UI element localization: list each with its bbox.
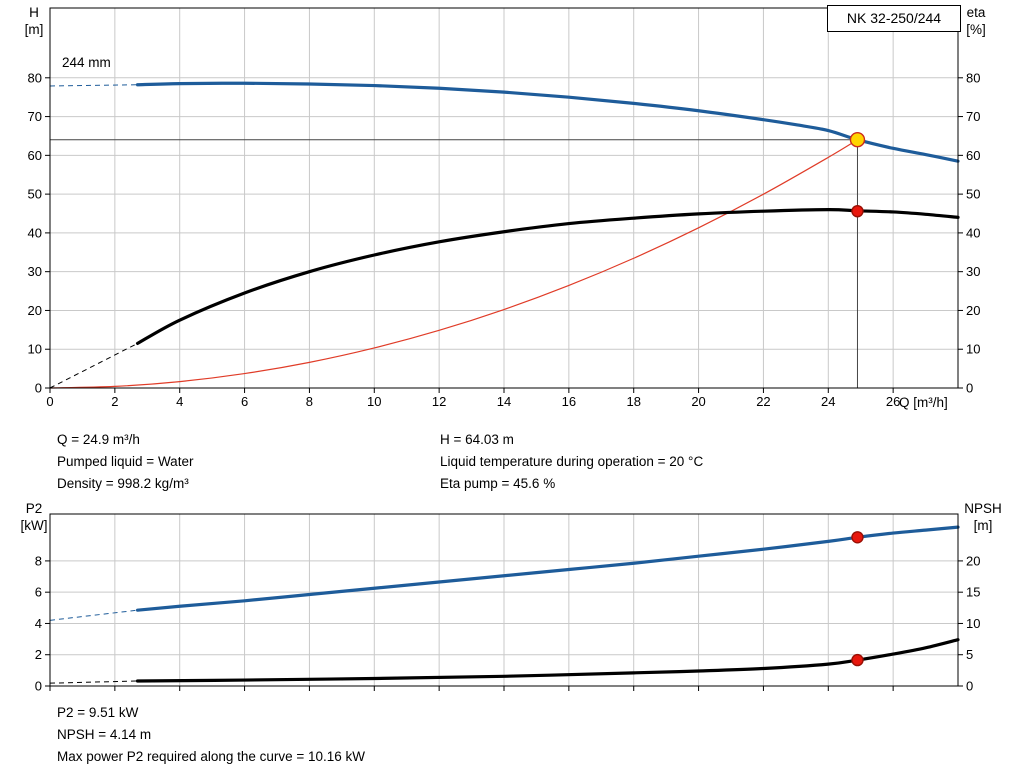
info-p2-max: Max power P2 required along the curve = …: [57, 749, 366, 764]
tick-label: 0: [46, 394, 53, 409]
tick-label: 22: [756, 394, 770, 409]
tick-label: 0: [35, 381, 42, 396]
info-npsh: NPSH = 4.14 m: [57, 727, 152, 742]
tick-label: 2: [35, 647, 42, 662]
tick-label: 8: [35, 553, 42, 568]
impeller-diameter-label: 244 mm: [62, 55, 111, 70]
p2-curve: [135, 525, 960, 612]
tick-label: 0: [35, 679, 42, 694]
tick-label: 70: [966, 109, 980, 124]
tick-label: 20: [691, 394, 705, 409]
p2-axis-title: P2 [kW]: [12, 500, 56, 534]
pump-model-badge: NK 32-250/244: [827, 5, 961, 32]
duty-point-head: [849, 132, 866, 148]
tick-label: 0: [966, 381, 973, 396]
flow-axis-title: Q [m³/h]: [899, 395, 948, 410]
tick-label: 4: [35, 616, 42, 631]
head-axis-symbol: H: [29, 5, 39, 20]
head-axis-title: H [m]: [16, 4, 52, 38]
info-p2: P2 = 9.51 kW: [57, 705, 139, 720]
tick-label: 20: [28, 303, 42, 318]
tick-label: 60: [966, 148, 980, 163]
operating-point-info-right: H = 64.03 m Liquid temperature during op…: [440, 429, 703, 495]
tick-label: 40: [966, 225, 980, 240]
tick-label: 30: [28, 264, 42, 279]
tick-label: 5: [966, 647, 973, 662]
efficiency-curve: [135, 208, 960, 346]
npsh-curve: [135, 638, 960, 683]
p2-axis-symbol: P2: [25, 501, 43, 516]
tick-label: 80: [28, 70, 42, 85]
tick-label: 18: [626, 394, 640, 409]
tick-label: 8: [306, 394, 313, 409]
tick-label: 0: [966, 679, 973, 694]
system-curve: [49, 139, 859, 389]
tick-label: 12: [432, 394, 446, 409]
efficiency-curve-dashed-extension: [49, 342, 138, 389]
p2-axis-unit: [kW]: [20, 518, 48, 533]
head-axis-unit: [m]: [24, 22, 44, 37]
p2npsh-chart: 0 2 4 6 8 0 5 10 15 20: [35, 513, 980, 694]
tick-label: 10: [966, 342, 980, 357]
duty-point-p2: [851, 531, 864, 544]
info-density: Density = 998.2 kg/m³: [57, 476, 189, 491]
tick-label: 80: [966, 70, 980, 85]
duty-point-npsh: [851, 653, 864, 667]
npsh-axis-symbol: NPSH: [964, 501, 1002, 516]
tick-label: 30: [966, 264, 980, 279]
duty-point-eta: [851, 204, 864, 218]
eta-axis-unit: [%]: [966, 22, 986, 37]
tick-label: 50: [28, 187, 42, 202]
info-flow: Q = 24.9 m³/h: [57, 432, 140, 447]
head-curve: [135, 81, 960, 163]
tick-label: 60: [28, 148, 42, 163]
tick-label: 24: [821, 394, 835, 409]
npsh-axis-title: NPSH [m]: [958, 500, 1008, 534]
power-npsh-info: P2 = 9.51 kW NPSH = 4.14 m Max power P2 …: [57, 702, 365, 768]
head-curve-dashed-extension: [49, 84, 138, 87]
tick-label: 10: [28, 342, 42, 357]
tick-label: 50: [966, 187, 980, 202]
info-head: H = 64.03 m: [440, 432, 514, 447]
tick-label: 16: [562, 394, 576, 409]
tick-label: 4: [176, 394, 183, 409]
p2-curve-dashed-extension: [49, 609, 138, 621]
tick-label: 20: [966, 303, 980, 318]
tick-label: 6: [35, 585, 42, 600]
tick-label: 10: [966, 616, 980, 631]
tick-label: 14: [497, 394, 511, 409]
tick-label: 70: [28, 109, 42, 124]
tick-label: 15: [966, 585, 980, 600]
tick-label: 10: [367, 394, 381, 409]
info-liquid-temperature: Liquid temperature during operation = 20…: [440, 454, 704, 469]
tick-label: 26: [886, 394, 900, 409]
tick-label: 40: [28, 225, 42, 240]
tick-label: 2: [111, 394, 118, 409]
npsh-curve-dashed-extension: [49, 680, 138, 684]
operating-point-info-left: Q = 24.9 m³/h Pumped liquid = Water Dens…: [57, 429, 193, 495]
tick-label: 20: [966, 553, 980, 568]
tick-label: 6: [241, 394, 248, 409]
eta-axis-symbol: eta: [966, 5, 986, 20]
eta-axis-title: eta [%]: [956, 4, 996, 38]
info-eta-pump: Eta pump = 45.6 %: [440, 476, 556, 491]
npsh-axis-unit: [m]: [973, 518, 993, 533]
info-pumped-liquid: Pumped liquid = Water: [57, 454, 194, 469]
